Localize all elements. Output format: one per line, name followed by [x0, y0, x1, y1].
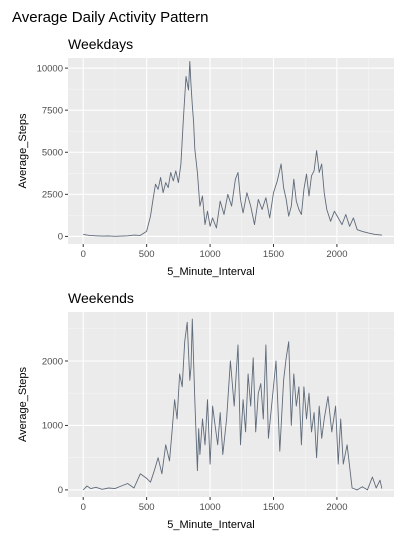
- panel-title: Weekends: [68, 290, 134, 306]
- y-tick-label: 7500: [42, 105, 63, 116]
- y-tick-label: 0: [58, 232, 63, 243]
- y-tick-label: 1000: [42, 421, 63, 432]
- x-tick-label: 2000: [326, 249, 347, 260]
- y-tick-label: 2000: [42, 356, 63, 367]
- x-tick-label: 0: [81, 249, 86, 260]
- x-tick-label: 0: [81, 502, 86, 513]
- x-tick-label: 500: [139, 502, 155, 513]
- x-tick-label: 1000: [199, 502, 220, 513]
- series-line: [82, 318, 383, 491]
- x-tick-label: 1000: [199, 249, 220, 260]
- y-axis-label: Average_Steps: [17, 113, 29, 189]
- x-axis-label: 5_Minute_Interval: [167, 266, 254, 278]
- x-tick-label: 2000: [326, 502, 347, 513]
- x-tick-label: 1500: [263, 502, 284, 513]
- plot-panel: [68, 312, 394, 497]
- y-tick-label: 10000: [37, 63, 63, 74]
- x-axis-label: 5_Minute_Interval: [167, 519, 254, 531]
- x-tick-label: 500: [139, 249, 155, 260]
- x-tick-label: 1500: [263, 249, 284, 260]
- y-axis-label: Average_Steps: [17, 366, 29, 442]
- series-line: [83, 60, 382, 237]
- panel-title: Weekdays: [68, 36, 133, 52]
- figure-title: Average Daily Activity Pattern: [12, 9, 208, 26]
- y-tick-label: 5000: [42, 148, 63, 159]
- y-tick-label: 2500: [42, 190, 63, 201]
- y-tick-label: 0: [58, 485, 63, 496]
